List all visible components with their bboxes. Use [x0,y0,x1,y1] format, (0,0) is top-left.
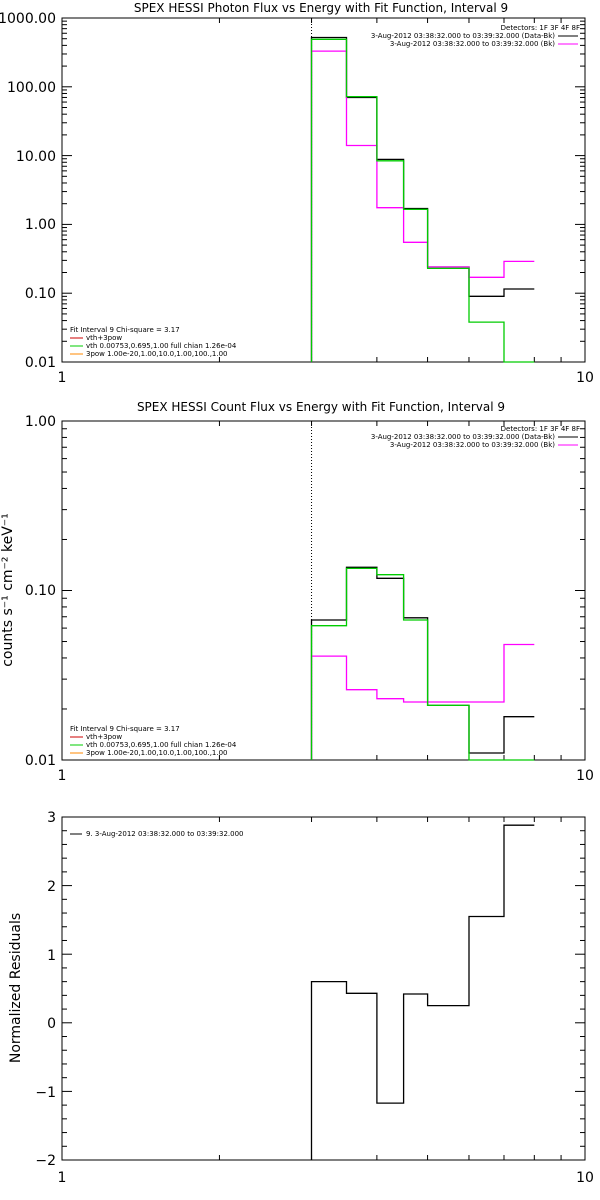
count-flux-ticks [61,420,586,761]
photon-flux-title: SPEX HESSI Photon Flux vs Energy with Fi… [134,1,508,15]
photon-flux-fit-line: vth 0.00753,0.695,1.00 full chian 1.26e-… [86,342,237,350]
residuals-legend: 9. 3-Aug-2012 03:38:32.000 to 03:39:32.0… [70,830,244,838]
count-flux-panel: SPEX HESSI Count Flux vs Energy with Fit… [0,400,594,784]
photon-flux-xtick-label: 1 [58,370,67,386]
count-flux-plot-frame [61,420,586,761]
count-flux-legend-item: 3-Aug-2012 03:38:32.000 to 03:39:32.000 … [371,433,555,441]
photon-flux-ytick-label: 1000.00 [0,11,56,27]
photon-flux-legend: Detectors: 1F 3F 4F 8F 3-Aug-2012 03:38:… [371,24,580,48]
residuals-ytick-label: 2 [47,879,56,895]
residuals-ytick-label: 0 [47,1016,56,1032]
count-flux-ytick-label: 1.00 [25,414,56,430]
residuals-series-line-0 [310,824,535,1160]
residuals-xtick-label: 10 [576,1170,594,1186]
photon-flux-fit-info: Fit Interval 9 Chi-square = 3.17 vth+3po… [70,326,237,358]
count-flux-series-line-1 [310,643,535,760]
count-flux-y-axis-label: counts s⁻¹ cm⁻² keV⁻¹ [0,513,16,667]
count-flux-legend-header: Detectors: 1F 3F 4F 8F [501,425,580,433]
count-flux-series-line-2 [310,567,535,761]
photon-flux-ytick-label: 1.00 [25,217,56,233]
residuals-y-axis-label: Normalized Residuals [8,913,24,1063]
residuals-ytick-label: 3 [47,810,56,826]
photon-flux-fit-line: vth+3pow [86,334,122,342]
residuals-ytick-label: 1 [47,948,56,964]
count-flux-fit-header: Fit Interval 9 Chi-square = 3.17 [70,725,180,733]
photon-flux-ytick-label: 0.01 [25,355,56,371]
count-flux-xtick-label: 1 [58,768,67,784]
count-flux-fit-line: vth 0.00753,0.695,1.00 full chian 1.26e-… [86,741,237,749]
photon-flux-panel: SPEX HESSI Photon Flux vs Energy with Fi… [0,1,594,386]
count-flux-title: SPEX HESSI Count Flux vs Energy with Fit… [137,400,505,414]
count-flux-fit-line: vth+3pow [86,733,122,741]
photon-flux-ytick-label: 10.00 [16,149,56,165]
count-flux-ytick-label: 0.10 [25,583,56,599]
photon-flux-ticks [61,17,586,363]
count-flux-fit-info: Fit Interval 9 Chi-square = 3.17 vth+3po… [70,725,237,757]
photon-flux-legend-item: 3-Aug-2012 03:38:32.000 to 03:39:32.000 … [390,40,555,48]
photon-flux-series-line-1 [310,50,535,362]
residuals-ytick-label: −1 [35,1085,56,1101]
photon-flux-xtick-label: 10 [576,370,594,386]
count-flux-xtick-label: 10 [576,768,594,784]
residuals-plot-frame [61,816,586,1161]
photon-flux-series-line-2 [310,38,535,363]
photon-flux-series-line-0 [310,36,535,362]
count-flux-ytick-label: 0.01 [25,753,56,769]
count-flux-series-line-0 [310,566,535,760]
photon-flux-legend-item: 3-Aug-2012 03:38:32.000 to 03:39:32.000 … [371,32,555,40]
photon-flux-legend-header: Detectors: 1F 3F 4F 8F [501,24,580,32]
residuals-panel: −2 −1 0 1 2 3 1 10 Normalized Residuals … [8,810,594,1186]
count-flux-fit-line: 3pow 1.00e-20,1.00,10.0,1.00,100.,1.00 [86,749,228,757]
photon-flux-fit-line: 3pow 1.00e-20,1.00,10.0,1.00,100.,1.00 [86,350,228,358]
photon-flux-plot-frame [61,17,586,363]
count-flux-legend-item: 3-Aug-2012 03:38:32.000 to 03:39:32.000 … [390,441,555,449]
photon-flux-ytick-label: 0.10 [25,286,56,302]
residuals-ticks [61,816,586,1161]
residuals-legend-item: 9. 3-Aug-2012 03:38:32.000 to 03:39:32.0… [86,830,244,838]
photon-flux-fit-header: Fit Interval 9 Chi-square = 3.17 [70,326,180,334]
residuals-ytick-label: −2 [35,1153,56,1169]
photon-flux-ytick-label: 100.00 [7,80,56,96]
photon-flux-series [310,18,535,363]
residuals-series [310,824,535,1160]
residuals-xtick-label: 1 [58,1170,67,1186]
count-flux-series [310,421,535,761]
count-flux-legend: Detectors: 1F 3F 4F 8F 3-Aug-2012 03:38:… [371,425,580,449]
